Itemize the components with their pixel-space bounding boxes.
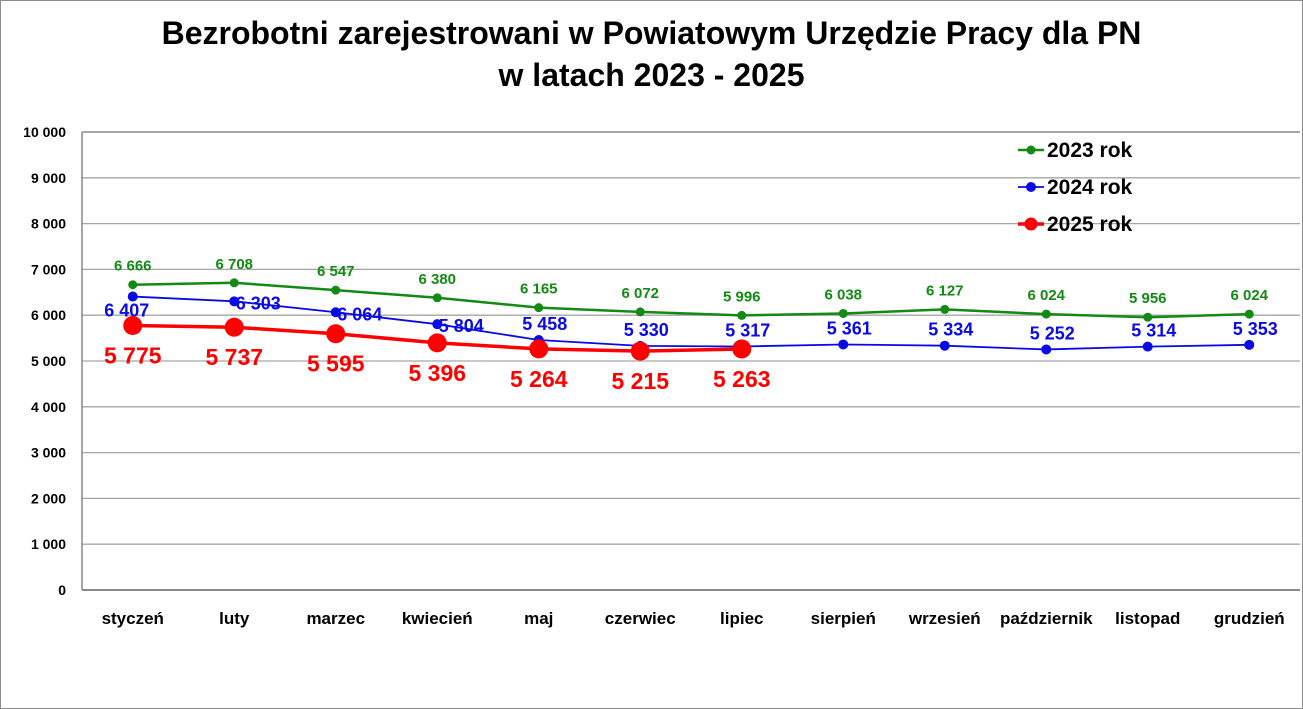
y-tick-label: 0	[58, 582, 66, 598]
series-line-2024-rok	[132, 295, 1250, 351]
x-tick-label: listopad	[1115, 609, 1180, 628]
data-label: 5 956	[1129, 290, 1167, 307]
data-point	[1244, 339, 1255, 350]
x-tick-label: marzec	[306, 609, 365, 628]
data-label: 6 303	[236, 293, 281, 313]
chart-title-line-2: w latach 2023 - 2025	[498, 57, 805, 93]
data-point	[427, 333, 447, 353]
data-point	[1142, 341, 1153, 352]
data-label: 5 317	[725, 320, 770, 340]
data-point	[630, 341, 650, 361]
y-tick-label: 1 000	[31, 536, 66, 552]
y-tick-label: 2 000	[31, 490, 66, 506]
data-point	[128, 280, 138, 290]
data-label: 6 380	[418, 271, 456, 288]
x-tick-label: styczeń	[102, 609, 164, 628]
data-point	[229, 296, 240, 307]
y-tick-label: 4 000	[31, 399, 66, 415]
data-point	[838, 308, 848, 318]
data-label: 5 804	[439, 316, 484, 336]
chart-title: Bezrobotni zarejestrowani w Powiatowym U…	[0, 12, 1303, 96]
x-tick-label: sierpień	[811, 609, 876, 628]
y-tick-label: 6 000	[31, 307, 66, 323]
legend-entry: 2024 rok	[1047, 176, 1133, 199]
data-point	[331, 285, 341, 295]
x-tick-label: maj	[524, 609, 553, 628]
data-point	[432, 319, 443, 330]
data-point	[1041, 309, 1051, 319]
legend-entry: 2023 rok	[1047, 139, 1133, 162]
data-label: 5 330	[624, 320, 669, 340]
data-point	[838, 339, 849, 350]
data-label: 5 264	[510, 366, 568, 392]
data-label: 5 737	[205, 344, 263, 370]
data-label: 5 458	[522, 314, 567, 334]
data-point	[529, 339, 549, 359]
data-point	[1041, 344, 1052, 355]
data-label: 5 314	[1131, 321, 1176, 341]
data-label: 5 396	[408, 360, 466, 386]
data-point	[635, 307, 645, 317]
legend-entry: 2025 rok	[1047, 213, 1133, 236]
y-tick-label: 3 000	[31, 445, 66, 461]
data-point	[229, 278, 239, 288]
data-label: 5 215	[611, 368, 669, 394]
legend-marker	[1026, 182, 1036, 192]
data-label: 6 708	[215, 256, 253, 273]
data-point	[224, 317, 244, 337]
y-tick-label: 9 000	[31, 170, 66, 186]
data-label: 6 165	[520, 281, 558, 298]
legend-marker	[1024, 217, 1038, 231]
data-label: 6 038	[824, 286, 862, 303]
y-tick-label: 5 000	[31, 353, 66, 369]
data-label: 6 407	[104, 301, 149, 321]
data-label: 6 064	[337, 304, 382, 324]
data-label: 5 353	[1233, 319, 1278, 339]
data-point	[534, 303, 544, 313]
data-point	[1244, 309, 1254, 319]
data-label: 5 263	[713, 366, 771, 392]
data-label: 6 127	[926, 282, 964, 299]
data-label: 5 775	[104, 343, 162, 369]
data-point	[326, 324, 346, 344]
data-label: 5 595	[307, 351, 365, 377]
legend-marker	[1026, 145, 1036, 155]
data-label: 6 666	[114, 258, 152, 275]
data-point	[1143, 312, 1153, 322]
data-point	[737, 310, 747, 320]
x-tick-label: kwiecień	[402, 609, 473, 628]
chart-title-line-1: Bezrobotni zarejestrowani w Powiatowym U…	[161, 15, 1142, 51]
y-tick-label: 10 000	[23, 124, 66, 140]
data-point	[432, 293, 442, 303]
data-label: 5 334	[928, 320, 973, 340]
x-tick-label: grudzień	[1214, 609, 1285, 628]
data-label: 6 072	[621, 285, 659, 302]
data-label: 6 024	[1230, 287, 1268, 304]
y-tick-label: 8 000	[31, 216, 66, 232]
data-label: 6 547	[317, 263, 355, 280]
data-point	[123, 316, 143, 336]
series-line-2023-rok	[132, 281, 1250, 319]
data-label: 5 361	[827, 318, 872, 338]
data-label: 6 024	[1027, 287, 1065, 304]
data-label: 5 252	[1030, 323, 1075, 343]
x-tick-label: październik	[1000, 609, 1093, 628]
data-point	[732, 339, 752, 359]
data-label: 5 996	[723, 288, 761, 305]
data-point	[940, 304, 950, 314]
y-tick-label: 7 000	[31, 261, 66, 277]
data-point	[939, 340, 950, 351]
x-tick-label: wrzesień	[908, 609, 981, 628]
x-tick-label: luty	[219, 609, 250, 628]
x-tick-label: czerwiec	[605, 609, 676, 628]
data-point	[127, 291, 138, 302]
data-point	[330, 307, 341, 318]
x-tick-label: lipiec	[720, 609, 763, 628]
